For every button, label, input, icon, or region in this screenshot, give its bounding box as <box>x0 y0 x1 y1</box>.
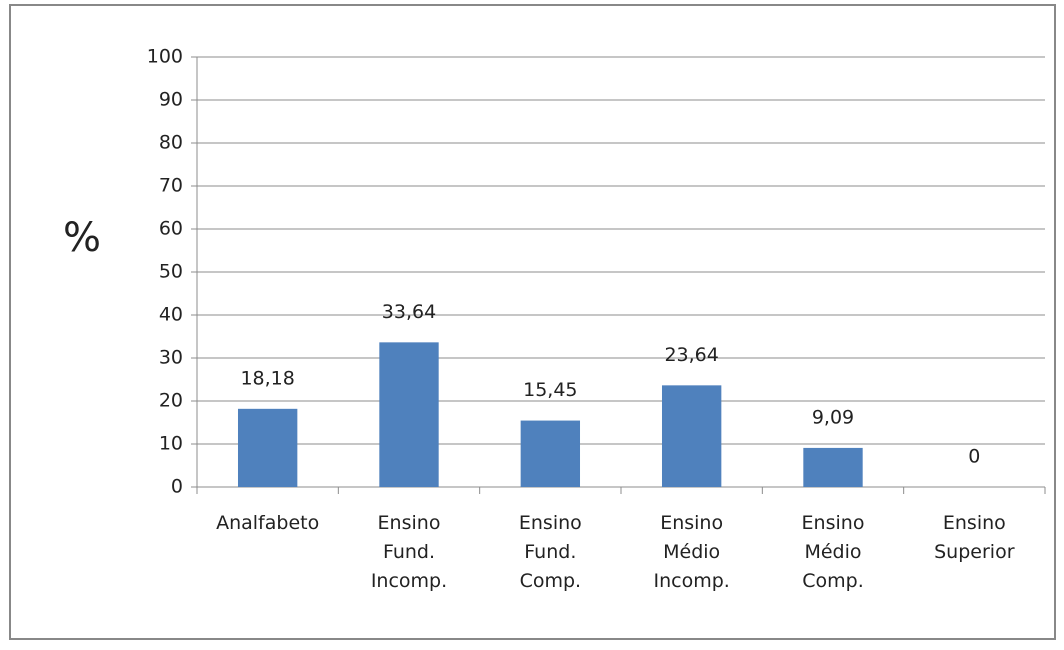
data-label: 0 <box>968 446 980 468</box>
x-tick-label: Ensino Médio Incomp. <box>653 512 730 592</box>
y-tick-label: 80 <box>159 132 183 154</box>
y-axis-label: % <box>63 215 101 261</box>
y-tick-label: 50 <box>159 261 183 283</box>
y-tick-label: 100 <box>147 46 183 68</box>
x-tick-label: Analfabeto <box>216 512 320 534</box>
x-tick-label: Ensino Médio Comp. <box>801 512 865 592</box>
y-tick-label: 30 <box>159 347 183 369</box>
y-tick-label: 0 <box>171 476 183 498</box>
chart-border <box>9 4 1056 640</box>
bar <box>803 447 863 487</box>
y-tick-label: 40 <box>159 304 183 326</box>
bar <box>237 408 298 487</box>
x-tick-label: Ensino Fund. Comp. <box>518 512 582 592</box>
bar <box>520 420 581 487</box>
data-label: 9,09 <box>812 406 854 428</box>
x-tick-label: Ensino Superior <box>934 512 1015 563</box>
bar <box>661 385 722 487</box>
data-label: 33,64 <box>382 301 436 323</box>
y-tick-label: 70 <box>159 175 183 197</box>
x-tick-label: Ensino Fund. Incomp. <box>370 512 448 592</box>
data-label: 15,45 <box>523 379 577 401</box>
y-tick-label: 10 <box>159 433 183 455</box>
y-tick-label: 20 <box>159 390 183 412</box>
bar <box>379 342 439 487</box>
data-label: 18,18 <box>240 367 294 389</box>
data-label: 23,64 <box>664 344 718 366</box>
y-tick-label: 60 <box>159 218 183 240</box>
y-tick-label: 90 <box>159 89 183 111</box>
